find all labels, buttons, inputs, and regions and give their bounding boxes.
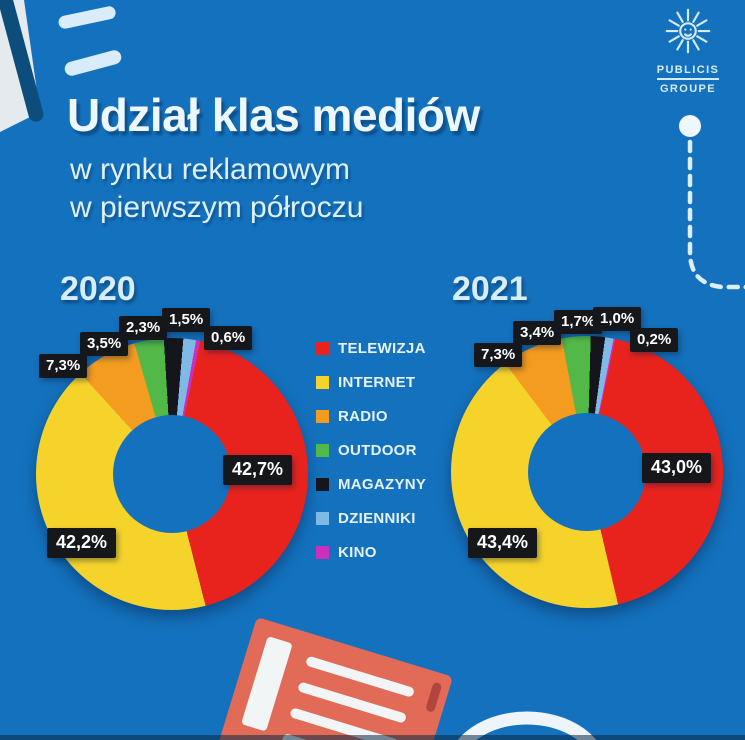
subtitle-line-2: w pierwszym półroczu xyxy=(70,191,364,224)
page-title: Udział klas mediów xyxy=(67,89,480,141)
dot-decoration xyxy=(679,115,701,137)
value-label-kino-2021: 0,2% xyxy=(630,328,679,352)
dotted-path-decoration xyxy=(687,139,745,290)
value-label-radio-2021: 7,3% xyxy=(474,343,523,367)
publicis-logo: PUBLICIS GROUPE xyxy=(640,5,736,95)
chart-year-2020: 2020 xyxy=(60,270,136,308)
legend-label: MAGAZYNY xyxy=(338,475,427,493)
value-label-telewizja-2020: 42,7% xyxy=(223,455,293,485)
value-label-internet-2020: 42,2% xyxy=(47,528,117,558)
ticket-decoration xyxy=(214,618,452,740)
chart-legend: TELEWIZJA INTERNET RADIO OUTDOOR MAGAZYN… xyxy=(316,339,427,579)
legend-swatch xyxy=(316,545,329,559)
subtitle-line-1: w rynku reklamowym xyxy=(70,153,351,186)
chart-year-2021: 2021 xyxy=(452,270,528,308)
value-label-dzienniki-2020: 1,5% xyxy=(162,308,211,332)
legend-label: OUTDOOR xyxy=(338,441,417,459)
legend-label: KINO xyxy=(338,543,377,561)
legend-item-telewizja: TELEWIZJA xyxy=(316,339,426,357)
legend-item-outdoor: OUTDOOR xyxy=(316,441,426,459)
value-label-kino-2020: 0,6% xyxy=(204,326,253,350)
pencil-decoration xyxy=(0,0,44,122)
value-label-outdoor-2021: 3,4% xyxy=(513,321,562,345)
legend-item-radio: RADIO xyxy=(316,407,426,425)
value-label-radio-2020: 7,3% xyxy=(39,354,88,378)
legend-item-magazyny: MAGAZYNY xyxy=(316,475,427,493)
legend-swatch xyxy=(316,341,329,355)
lion-icon xyxy=(665,8,711,54)
donut-hole xyxy=(528,413,646,531)
legend-label: TELEWIZJA xyxy=(338,339,426,357)
dash-decoration-2 xyxy=(64,50,122,76)
legend-swatch xyxy=(316,477,329,491)
legend-swatch xyxy=(316,375,329,389)
value-label-magazyny-2020: 2,3% xyxy=(119,316,168,340)
value-label-dzienniki-2021: 1,0% xyxy=(593,307,642,331)
legend-swatch xyxy=(316,409,329,423)
legend-swatch xyxy=(316,511,329,525)
legend-item-kino: KINO xyxy=(316,543,426,561)
legend-item-internet: INTERNET xyxy=(316,373,426,391)
value-label-internet-2021: 43,4% xyxy=(468,528,538,558)
donut-hole xyxy=(113,415,231,533)
legend-label: INTERNET xyxy=(338,373,416,391)
legend-item-dzienniki: DZIENNIKI xyxy=(316,509,426,527)
logo-text-publicis: PUBLICIS xyxy=(656,64,720,80)
bottom-edge-shade xyxy=(0,735,745,740)
legend-swatch xyxy=(316,443,329,457)
legend-label: DZIENNIKI xyxy=(338,509,416,527)
value-label-telewizja-2021: 43,0% xyxy=(642,453,712,483)
ticket-cord-decoration xyxy=(457,711,597,740)
logo-text-groupe: GROUPE xyxy=(659,83,717,95)
page-subtitle: w rynku reklamowym w pierwszym półroczu xyxy=(70,151,363,227)
dash-decoration-1 xyxy=(58,6,116,29)
legend-label: RADIO xyxy=(338,407,388,425)
